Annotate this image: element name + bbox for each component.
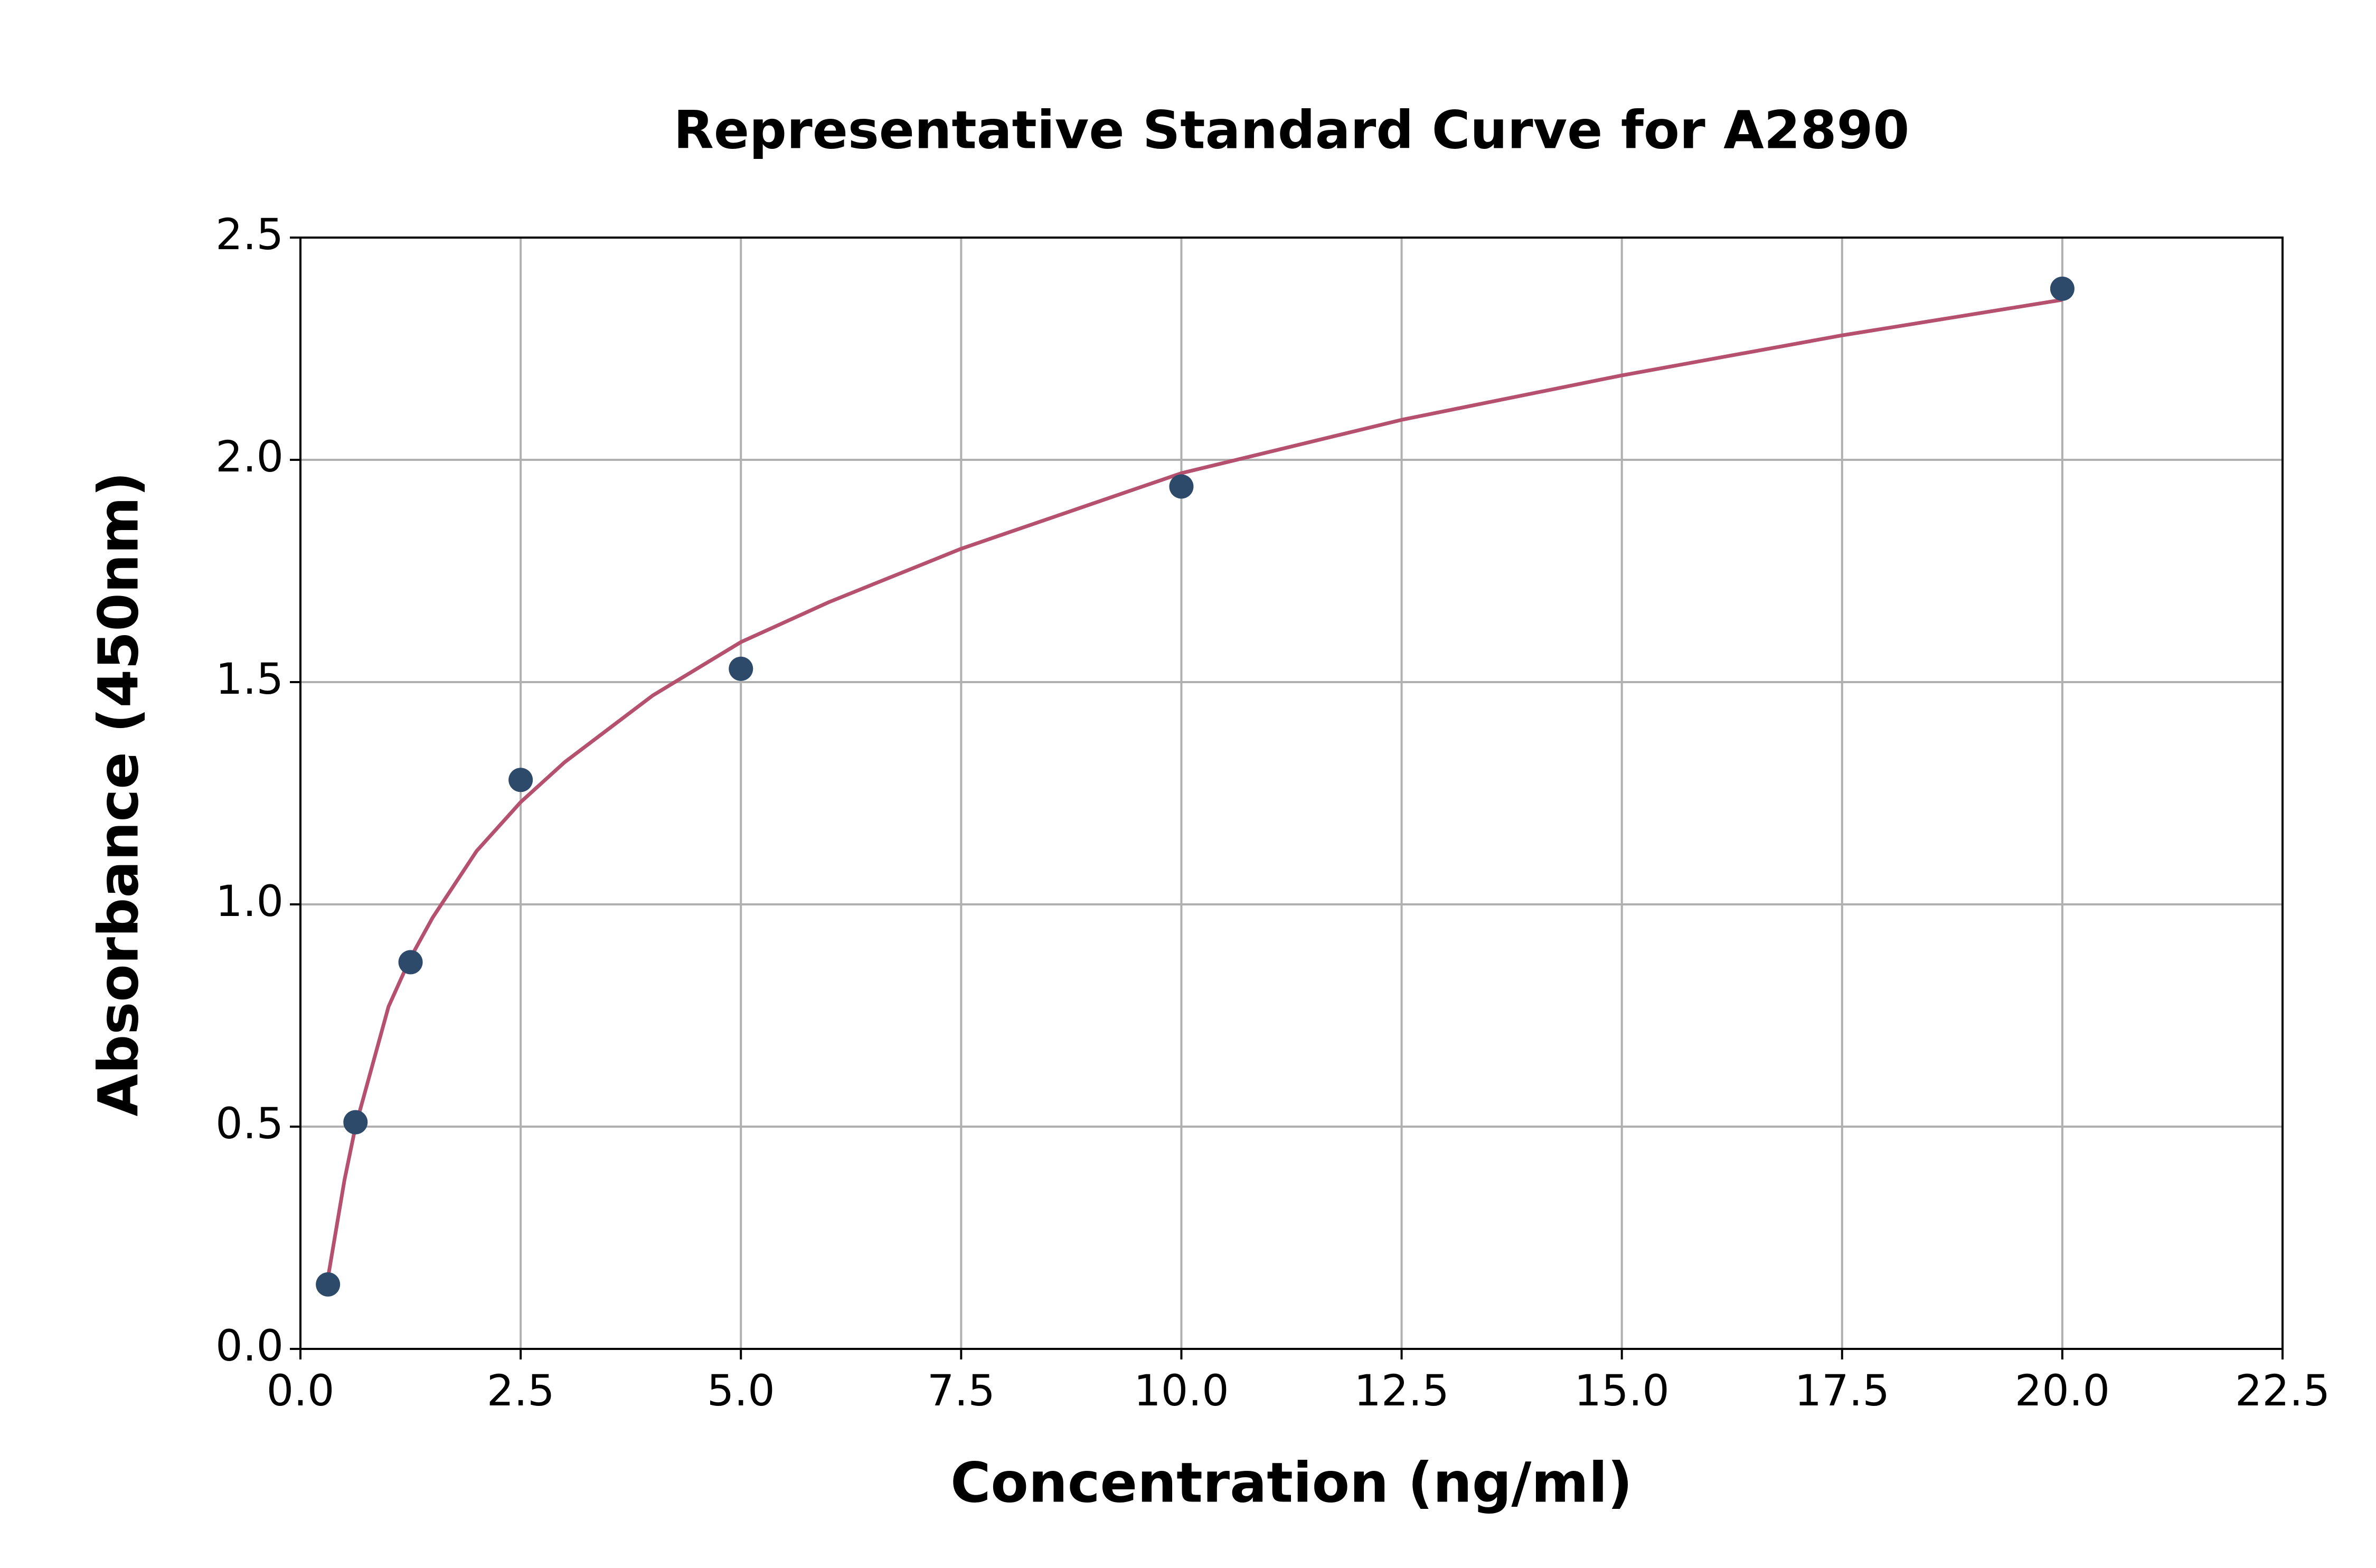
y-tick-label: 2.0 (215, 432, 284, 482)
y-tick-label: 1.0 (215, 877, 284, 927)
x-tick-label: 22.5 (2235, 1366, 2330, 1416)
data-point (316, 1272, 341, 1297)
x-tick-label: 0.0 (267, 1366, 335, 1416)
x-tick-label: 5.0 (707, 1366, 775, 1416)
data-point (1169, 474, 1194, 499)
data-point (398, 950, 423, 975)
x-tick-label: 12.5 (1354, 1366, 1449, 1416)
x-tick-label: 15.0 (1574, 1366, 1669, 1416)
fit-curve (326, 298, 2063, 1278)
y-tick-label: 0.0 (215, 1321, 284, 1371)
x-tick-label: 2.5 (487, 1366, 555, 1416)
data-point (343, 1110, 368, 1135)
chart-title: Representative Standard Curve for A2890 (674, 100, 1910, 160)
x-tick-label: 7.5 (927, 1366, 995, 1416)
data-point (2050, 276, 2075, 301)
y-axis-label: Absorbance (450nm) (86, 471, 150, 1116)
y-tick-label: 1.5 (215, 655, 284, 704)
x-tick-label: 10.0 (1134, 1366, 1229, 1416)
y-tick-label: 2.5 (215, 210, 284, 260)
data-point (508, 768, 533, 792)
data-point (729, 656, 753, 681)
x-axis-label: Concentration (ng/ml) (950, 1450, 1633, 1515)
x-tick-label: 20.0 (2015, 1366, 2110, 1416)
y-tick-label: 0.5 (215, 1099, 284, 1149)
x-tick-label: 17.5 (1795, 1366, 1890, 1416)
plot-frame (299, 237, 2284, 1350)
